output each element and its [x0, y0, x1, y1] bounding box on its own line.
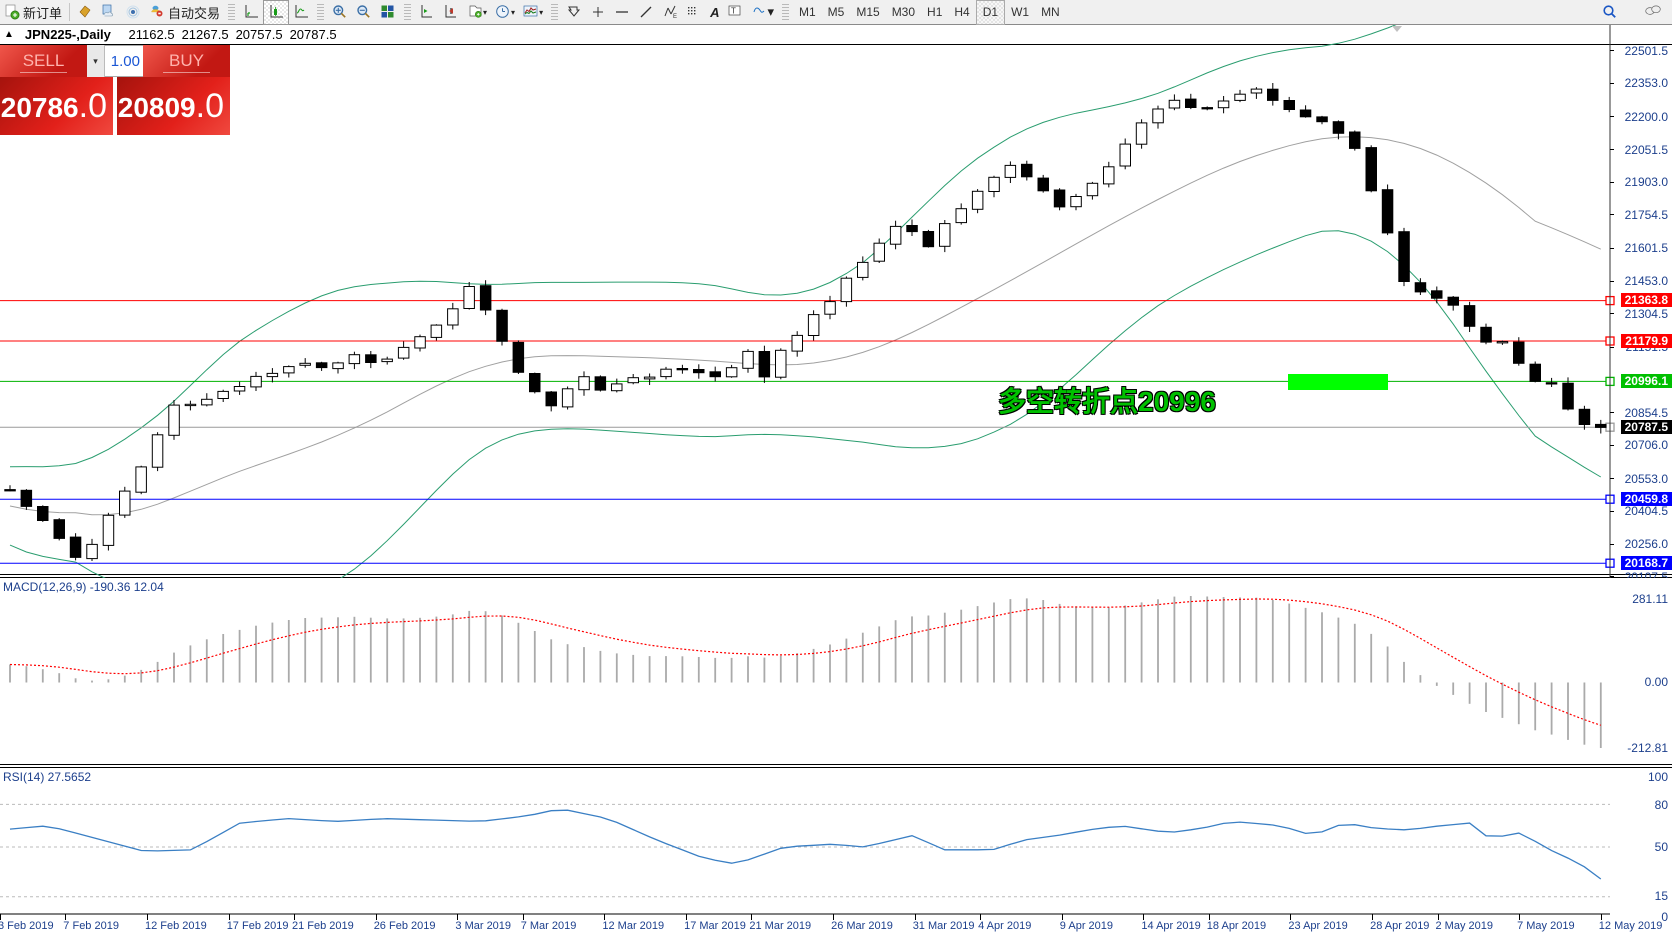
svg-text:E: E — [673, 14, 677, 20]
svg-text:T: T — [731, 7, 736, 16]
